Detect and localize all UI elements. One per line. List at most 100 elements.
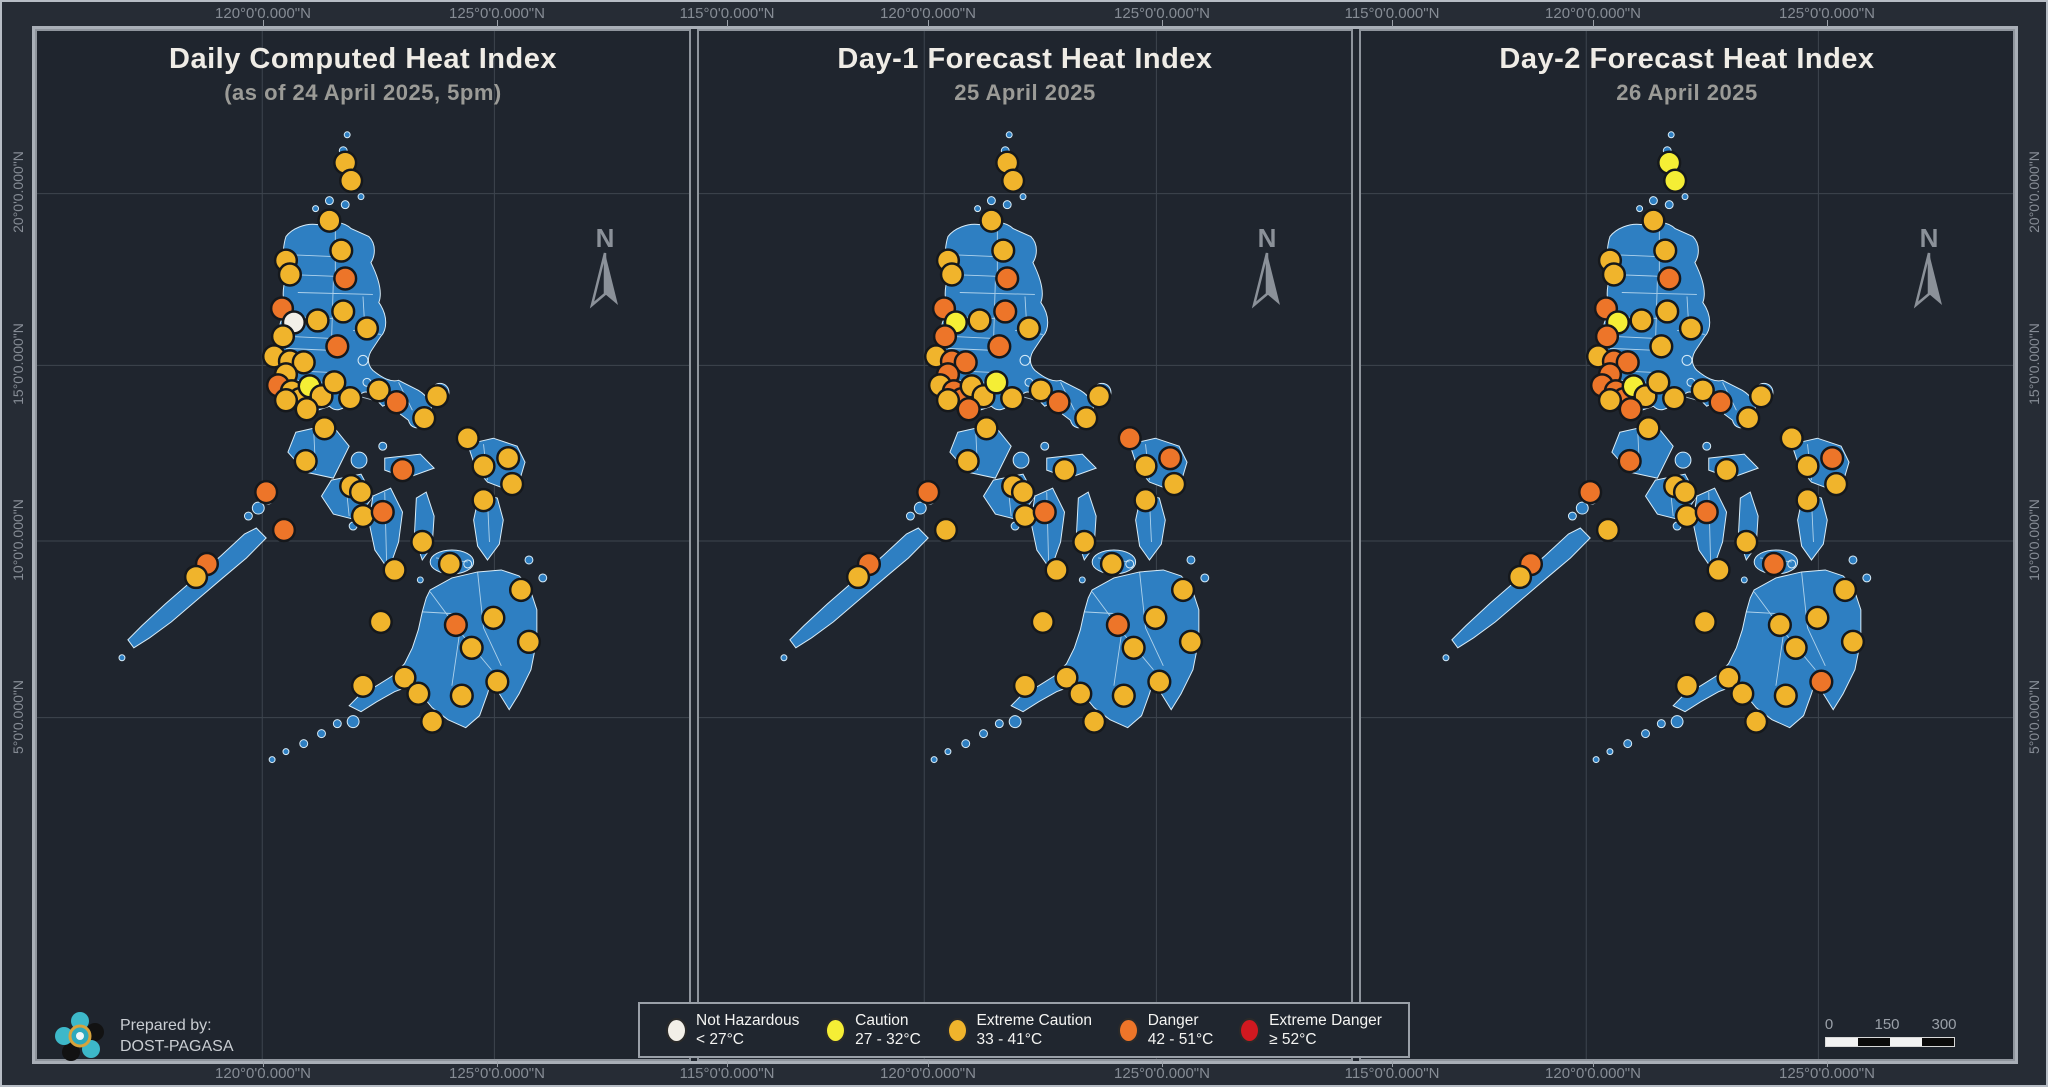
heat-index-stations [1507, 150, 1866, 734]
grid-tick [1392, 20, 1393, 27]
station-dot [424, 384, 450, 409]
station-dot [1507, 564, 1533, 590]
station-dot [500, 471, 525, 497]
station-dot [1111, 683, 1136, 708]
latitude-label: 5°0'0.000"N [10, 680, 26, 754]
station-dot [339, 168, 364, 193]
station-dot [471, 487, 496, 513]
longitude-label-bottom: 115°0'0.000"N [1344, 1065, 1440, 1082]
station-dot [1044, 557, 1069, 583]
station-dot [1010, 479, 1036, 505]
station-dot [1000, 386, 1025, 411]
legend-item-range: 27 - 32°C [855, 1031, 921, 1048]
station-dot [1748, 384, 1774, 409]
station-dot [471, 453, 496, 479]
station-dot [1832, 577, 1858, 603]
station-dot [932, 324, 958, 349]
station-dot [1597, 388, 1623, 413]
grid-tick [263, 20, 264, 27]
grid-tick [1162, 1060, 1163, 1067]
station-dot [1105, 612, 1130, 638]
station-dot [1694, 499, 1719, 525]
scale-bar: 0 150 300 [1824, 1016, 1957, 1047]
legend-item-range: 33 - 41°C [976, 1031, 1043, 1048]
station-dot [1761, 551, 1787, 577]
grid-tick [727, 20, 728, 27]
station-dot [935, 388, 961, 413]
station-dot [1840, 629, 1866, 655]
station-dot [350, 673, 376, 698]
graticule [37, 31, 689, 1059]
heat-index-stations [845, 150, 1204, 734]
station-dot [1646, 370, 1671, 395]
station-dot [1170, 577, 1196, 603]
station-dot [1594, 324, 1620, 349]
station-dot [325, 334, 350, 359]
station-dot [271, 517, 297, 543]
station-dot [1783, 635, 1808, 661]
station-dot [953, 350, 978, 375]
station-dot [1690, 378, 1715, 403]
station-dot [350, 503, 376, 529]
station-dot [1809, 669, 1834, 694]
grid-tick [1593, 1060, 1594, 1067]
legend-color-dot [946, 1017, 968, 1043]
station-dot [277, 262, 302, 287]
longitude-label-top: 115°0'0.000"N [679, 5, 775, 22]
latitude-label: 10°0'0.000"N [2026, 499, 2042, 581]
scale-label-0: 0 [1824, 1016, 1834, 1033]
legend-color-dot [825, 1017, 847, 1043]
philippines-map [699, 31, 1351, 1059]
legend-item-name: Not Hazardous [696, 1012, 800, 1029]
dost-pagasa-logo-icon [55, 1012, 104, 1061]
credit-line2: DOST-PAGASA [120, 1038, 234, 1055]
station-dot [1736, 406, 1761, 431]
north-arrow-label: N [1919, 223, 1939, 253]
graticule [699, 31, 1351, 1059]
longitude-label-bottom: 125°0'0.000"N [1779, 1065, 1875, 1082]
station-dot [516, 629, 542, 655]
north-arrow: N [1907, 223, 1951, 331]
station-dot [443, 612, 468, 638]
station-dot [1653, 238, 1678, 263]
grid-tick [928, 20, 929, 27]
longitude-label-bottom: 120°0'0.000"N [1545, 1065, 1641, 1082]
station-dot [845, 564, 871, 590]
station-dot [1655, 299, 1680, 324]
station-dot [956, 397, 981, 422]
station-dot [984, 370, 1009, 395]
station-dot [382, 557, 407, 583]
station-dot [1072, 529, 1097, 555]
station-dot [933, 517, 959, 543]
station-dot [1086, 384, 1112, 409]
legend-item-extreme-danger: Extreme Danger ≥ 52°C [1239, 1011, 1382, 1049]
station-dot [1143, 605, 1168, 631]
station-dot [254, 479, 279, 505]
station-dot [1578, 479, 1603, 505]
station-dot [354, 316, 380, 341]
latitude-label: 15°0'0.000"N [2026, 323, 2042, 405]
station-dot [1795, 487, 1820, 513]
station-dot [312, 416, 337, 441]
station-dot [1030, 609, 1055, 635]
north-arrow: N [1245, 225, 1289, 331]
station-dot [1734, 529, 1759, 555]
station-dot [1032, 499, 1057, 525]
station-dot [392, 665, 417, 690]
longitude-label-top: 125°0'0.000"N [1114, 5, 1210, 22]
map-panel-3: Day-2 Forecast Heat Index 26 April 2025 … [1359, 29, 2015, 1061]
station-dot [1028, 378, 1053, 403]
station-dot [1708, 390, 1733, 415]
legend-item-name: Extreme Danger [1269, 1012, 1382, 1029]
scale-bar-segments [1825, 1037, 1955, 1047]
station-dot [293, 448, 318, 474]
north-arrow-icon [1251, 252, 1280, 309]
station-dot [329, 238, 354, 263]
station-dot [437, 551, 463, 577]
grid-tick [497, 20, 498, 27]
latitude-label: 15°0'0.000"N [10, 323, 26, 405]
station-dot [420, 709, 445, 734]
station-dot [1601, 262, 1626, 287]
station-dot [368, 609, 393, 635]
legend-item-name: Caution [855, 1012, 909, 1029]
